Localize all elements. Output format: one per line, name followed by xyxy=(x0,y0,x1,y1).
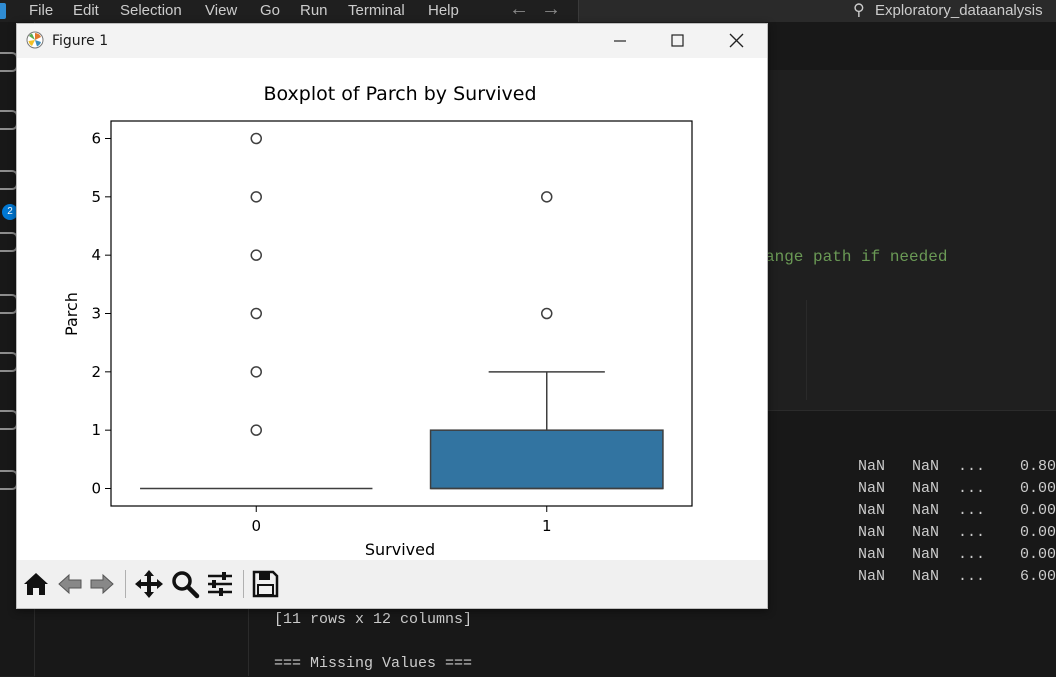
toolbar-separator xyxy=(125,570,126,598)
terminal-cell: ... xyxy=(958,568,986,585)
y-tick-label: 3 xyxy=(91,305,101,323)
outlier-point xyxy=(250,132,262,145)
outlier-point xyxy=(541,191,553,203)
terminal-cell: NaN xyxy=(912,458,940,475)
y-tick-label: 6 xyxy=(91,130,101,148)
menu-selection[interactable]: Selection xyxy=(120,2,182,19)
terminal-cell: 0.00 xyxy=(1020,480,1056,497)
back-arrow-icon[interactable]: ← xyxy=(509,0,529,20)
menu-file[interactable]: File xyxy=(29,2,54,19)
outlier-point xyxy=(541,307,553,320)
menu-terminal[interactable]: Terminal xyxy=(348,2,405,19)
terminal-cell: 0.80 xyxy=(1020,458,1056,475)
y-tick-label: 4 xyxy=(91,246,101,264)
outlier-point xyxy=(250,366,262,378)
terminal-cell: 6.00 xyxy=(1020,568,1056,585)
outlier-point xyxy=(250,191,262,203)
matplotlib-logo-icon xyxy=(26,31,44,49)
menu-view[interactable]: View xyxy=(205,2,238,19)
save-icon[interactable] xyxy=(249,568,281,600)
pan-icon[interactable] xyxy=(133,568,165,600)
menu-go[interactable]: Go xyxy=(260,2,281,19)
configure-subplots-icon[interactable] xyxy=(204,568,236,600)
forward-icon[interactable] xyxy=(86,568,118,600)
editor-divider xyxy=(806,300,807,400)
terminal-cell: NaN xyxy=(858,568,886,585)
terminal-cell: 0.00 xyxy=(1020,546,1056,563)
y-tick-label: 1 xyxy=(91,421,101,439)
terminal-cell: 0.00 xyxy=(1020,524,1056,541)
back-icon[interactable] xyxy=(54,568,86,600)
figure-title: Figure 1 xyxy=(52,33,109,49)
editor-code-line: ange path if needed xyxy=(765,248,948,266)
y-tick-label: 0 xyxy=(91,480,101,498)
terminal-cell: ... xyxy=(958,546,986,563)
terminal-cell: NaN xyxy=(912,546,940,563)
terminal-cell: NaN xyxy=(912,524,940,541)
home-icon[interactable] xyxy=(20,568,52,600)
terminal-section-line: === Missing Values === xyxy=(274,655,473,672)
terminal-cell: NaN xyxy=(912,502,940,519)
terminal-cell: ... xyxy=(958,502,986,519)
terminal-cell: NaN xyxy=(912,480,940,497)
vscode-logo-icon xyxy=(0,3,6,19)
minimize-icon[interactable] xyxy=(597,24,643,58)
zoom-icon[interactable] xyxy=(169,568,201,600)
search-icon: ⚲ xyxy=(853,2,865,19)
outlier-point xyxy=(250,424,262,436)
terminal-cell: NaN xyxy=(858,524,886,541)
terminal-cell: ... xyxy=(958,458,986,475)
source-control-badge: 2 xyxy=(2,204,18,220)
boxplot-chart: Boxplot of Parch by Survived Survived Pa… xyxy=(62,83,693,559)
terminal-cell: NaN xyxy=(858,458,886,475)
y-tick-label: 2 xyxy=(91,363,101,381)
close-icon[interactable] xyxy=(713,24,759,58)
maximize-icon[interactable] xyxy=(654,24,700,58)
editor-tab-strip xyxy=(765,22,1056,70)
x-tick-label: 1 xyxy=(542,517,552,535)
command-center[interactable]: ⚲ Exploratory_dataanalysis xyxy=(578,0,1056,22)
plot-area: 0 1 2 3 4 5 6 0 1 xyxy=(91,120,693,535)
terminal-cell: NaN xyxy=(858,480,886,497)
outlier-point xyxy=(250,307,262,320)
terminal-cell: NaN xyxy=(858,502,886,519)
terminal-cell: 0.00 xyxy=(1020,502,1056,519)
y-axis-label: Parch xyxy=(62,292,81,336)
terminal-shape-line: [11 rows x 12 columns] xyxy=(274,611,473,628)
menu-run[interactable]: Run xyxy=(300,2,328,19)
figure-titlebar: Figure 1 xyxy=(17,24,767,58)
toolbar-separator xyxy=(243,570,244,598)
menu-edit[interactable]: Edit xyxy=(73,2,99,19)
y-tick-label: 5 xyxy=(91,188,101,206)
menu-help[interactable]: Help xyxy=(428,2,459,19)
command-center-label: Exploratory_dataanalysis xyxy=(875,2,1043,19)
forward-arrow-icon[interactable]: → xyxy=(541,0,561,20)
terminal-cell: ... xyxy=(958,524,986,541)
figure-window: Figure 1 Boxplot of Parch by Survived Su… xyxy=(16,23,768,609)
figure-toolbar xyxy=(17,560,767,608)
outlier-point xyxy=(250,249,262,261)
terminal-cell: ... xyxy=(958,480,986,497)
terminal-cell: NaN xyxy=(858,546,886,563)
x-axis-label: Survived xyxy=(365,540,435,559)
terminal-cell: NaN xyxy=(912,568,940,585)
chart-title: Boxplot of Parch by Survived xyxy=(263,83,536,105)
box-1 xyxy=(429,429,664,490)
x-tick-label: 0 xyxy=(251,517,261,535)
